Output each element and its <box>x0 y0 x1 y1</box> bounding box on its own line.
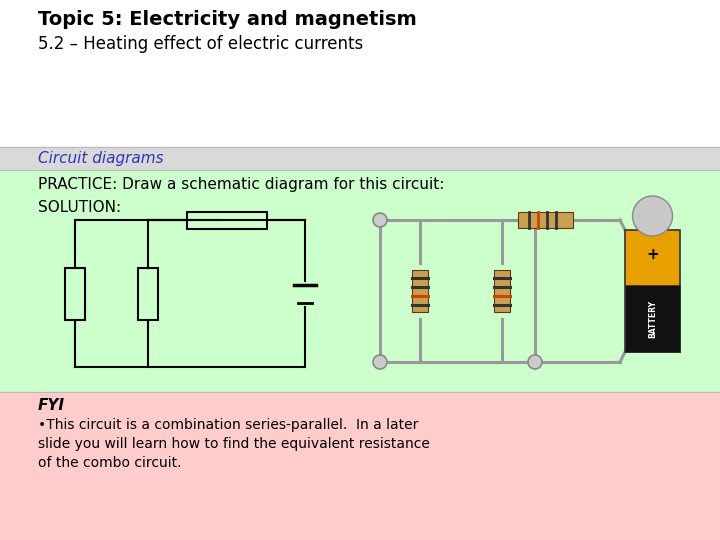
Bar <box>0 170 720 392</box>
Text: 5.2 – Heating effect of electric currents: 5.2 – Heating effect of electric current… <box>38 35 364 53</box>
Text: •This circuit is a combination series-parallel.  In a later: •This circuit is a combination series-pa… <box>38 418 418 432</box>
Bar <box>625 230 680 352</box>
Bar <box>65 267 85 320</box>
Circle shape <box>528 355 542 369</box>
Bar <box>494 270 510 312</box>
Text: Topic 5: Electricity and magnetism: Topic 5: Electricity and magnetism <box>38 10 417 29</box>
Bar <box>138 267 158 320</box>
Text: SOLUTION:: SOLUTION: <box>38 200 121 215</box>
Bar <box>0 0 720 147</box>
Text: FYI: FYI <box>38 398 65 413</box>
Text: BATTERY: BATTERY <box>648 300 657 338</box>
Bar <box>518 212 572 228</box>
Text: slide you will learn how to find the equivalent resistance: slide you will learn how to find the equ… <box>38 437 430 451</box>
Text: Circuit diagrams: Circuit diagrams <box>38 151 163 166</box>
Bar <box>0 392 720 540</box>
Bar <box>186 212 266 228</box>
Text: PRACTICE: Draw a schematic diagram for this circuit:: PRACTICE: Draw a schematic diagram for t… <box>38 177 444 192</box>
Circle shape <box>373 213 387 227</box>
Circle shape <box>632 196 672 236</box>
Circle shape <box>373 355 387 369</box>
Bar <box>0 147 720 170</box>
Text: +: + <box>646 247 659 262</box>
Text: of the combo circuit.: of the combo circuit. <box>38 456 181 470</box>
Bar <box>412 270 428 312</box>
Circle shape <box>528 213 542 227</box>
Bar <box>625 285 680 352</box>
